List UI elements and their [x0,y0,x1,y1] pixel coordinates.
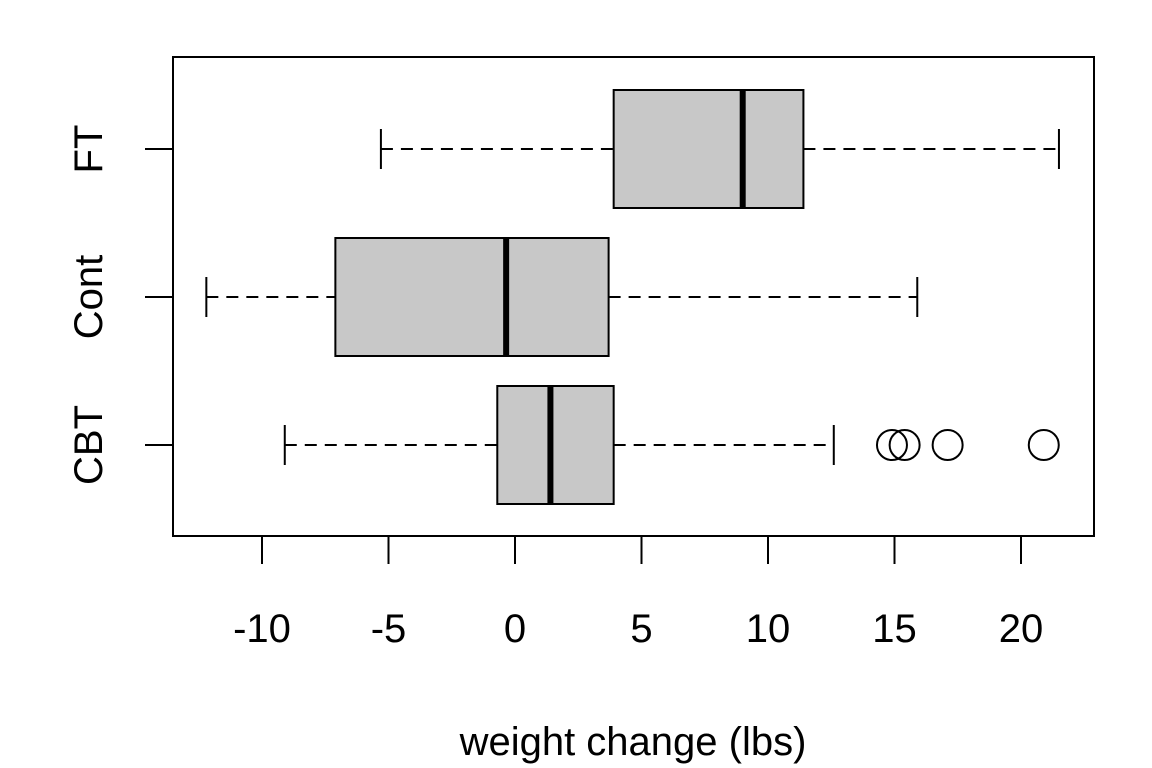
iqr-box [496,385,615,505]
x-axis-title: weight change (lbs) [459,720,807,764]
outlier-point [875,429,908,461]
y-axis: CBT Cont FT [67,125,174,485]
outlier-point [1027,429,1060,461]
iqr-box [334,237,610,357]
x-tick-label: 5 [630,607,652,651]
x-tick-label: 0 [504,607,526,651]
outlier-point [888,429,921,461]
y-tick-label: CBT [67,405,111,485]
box-cbt [283,385,1060,505]
x-tick-label: -5 [371,607,407,651]
y-tick-label: FT [67,125,111,174]
x-tick-label: 15 [872,607,917,651]
boxes-group [205,89,1060,505]
iqr-box [612,89,805,209]
x-axis: -10 -5 0 5 10 15 20 [233,535,1044,651]
y-tick-label: Cont [67,255,111,340]
x-tick-label: 10 [746,607,791,651]
x-tick-label: 20 [999,607,1044,651]
outlier-point [931,429,964,461]
x-tick-label: -10 [233,607,291,651]
box-cont [205,237,919,357]
box-ft [379,89,1060,209]
